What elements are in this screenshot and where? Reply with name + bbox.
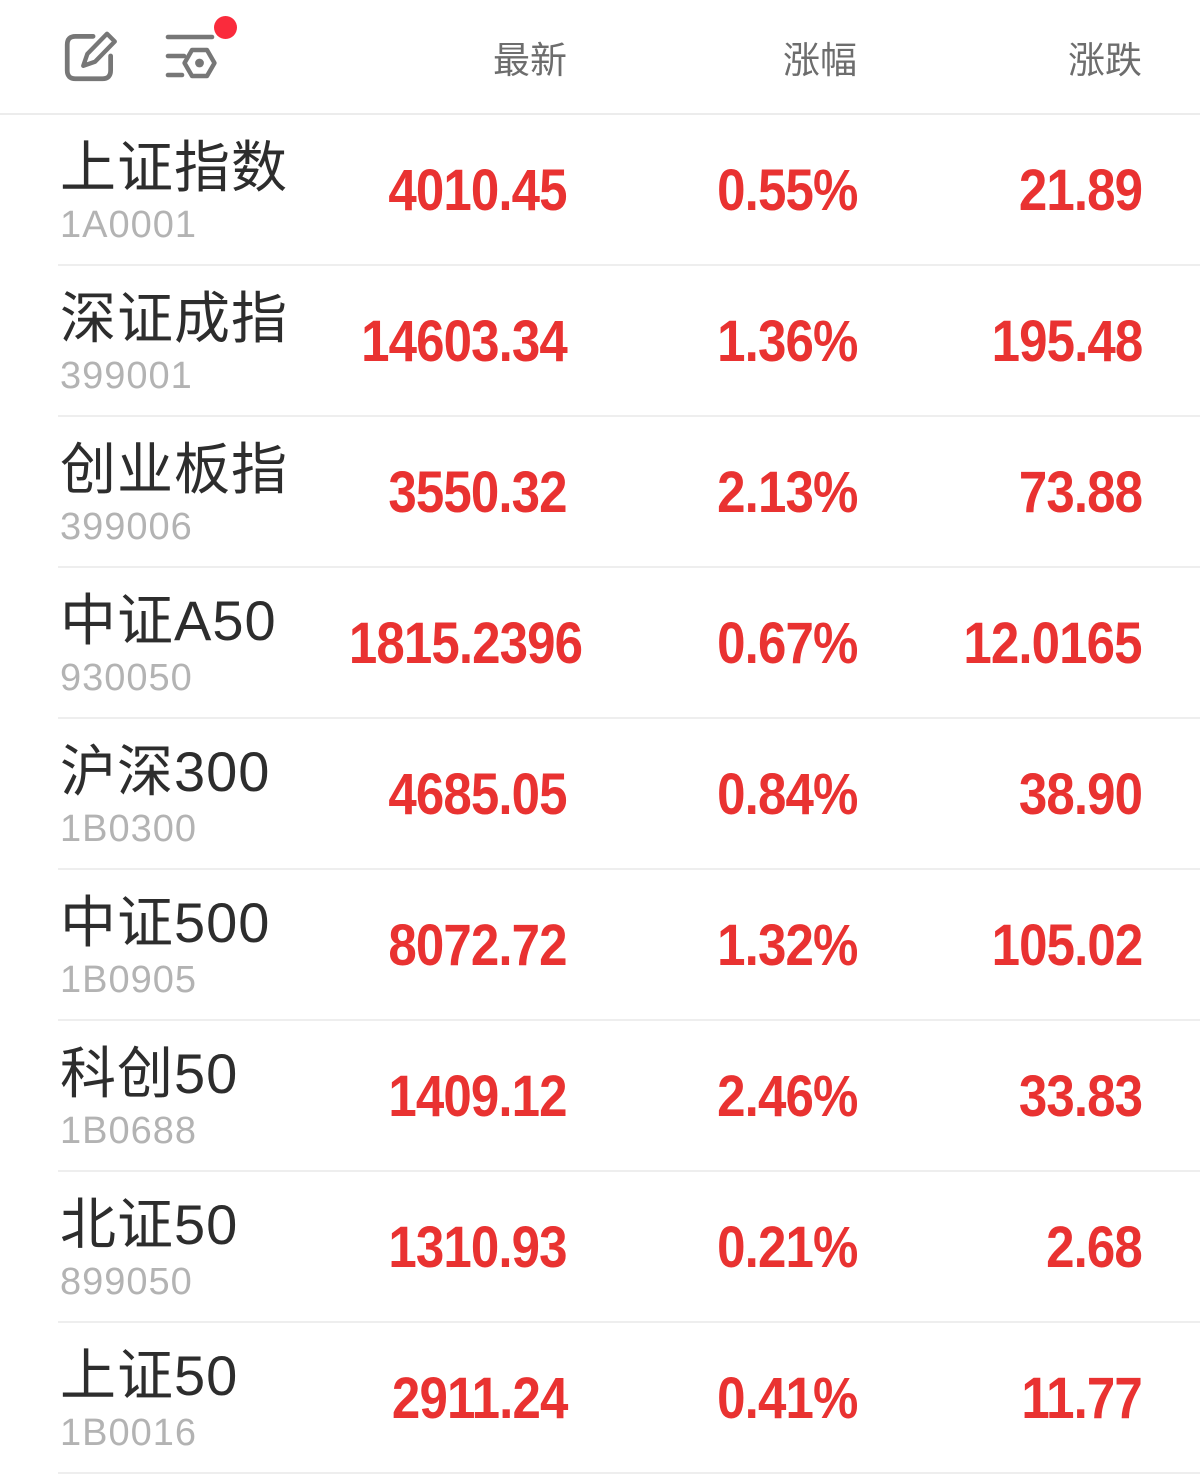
- index-change-amount: 11.77: [1021, 1365, 1142, 1431]
- index-values: 14603.34 1.36% 195.48: [317, 308, 1143, 374]
- index-row[interactable]: 上证指数 1A0001 4010.45 0.55% 21.89: [0, 115, 1200, 266]
- index-change-percent: 0.41%: [716, 1365, 858, 1431]
- index-name: 上证指数: [60, 135, 288, 199]
- index-info: 中证500 1B0905: [60, 892, 317, 1000]
- index-row[interactable]: 科创50 1B0688 1409.12 2.46% 33.83: [0, 1021, 1200, 1172]
- index-row[interactable]: 中证500 1B0905 8072.72 1.32% 105.02: [0, 870, 1200, 1021]
- index-change-amount: 105.02: [991, 912, 1143, 978]
- index-values: 8072.72 1.32% 105.02: [317, 912, 1143, 978]
- index-change-amount: 73.88: [1018, 459, 1143, 525]
- index-values: 3550.32 2.13% 73.88: [317, 459, 1143, 525]
- index-code: 1B0688: [60, 1110, 198, 1153]
- index-last-price: 1815.2396: [348, 610, 583, 676]
- index-name: 科创50: [60, 1041, 239, 1105]
- index-values: 1409.12 2.46% 33.83: [317, 1063, 1143, 1129]
- index-row[interactable]: 北证50 899050 1310.93 0.21% 2.68: [0, 1172, 1200, 1323]
- index-name: 中证500: [60, 890, 271, 954]
- index-last-price: 3550.32: [388, 459, 568, 525]
- index-code: 399006: [60, 506, 193, 549]
- index-values: 1310.93 0.21% 2.68: [317, 1214, 1143, 1280]
- index-info: 北证50 899050: [60, 1194, 317, 1302]
- index-name: 北证50: [60, 1192, 239, 1256]
- index-last-price: 14603.34: [361, 308, 568, 374]
- index-row[interactable]: 中证A50 930050 1815.2396 0.67% 12.0165: [0, 568, 1200, 719]
- index-last-price: 1409.12: [388, 1063, 568, 1129]
- index-info: 科创50 1B0688: [60, 1043, 317, 1151]
- index-info: 上证指数 1A0001: [60, 137, 317, 245]
- notification-badge-dot: [214, 15, 237, 39]
- index-list: 上证指数 1A0001 4010.45 0.55% 21.89 深证成指 399…: [0, 115, 1200, 1474]
- index-info: 沪深300 1B0300: [60, 741, 317, 849]
- index-info: 中证A50 930050: [60, 590, 317, 698]
- index-last-price: 2911.24: [391, 1365, 567, 1431]
- index-change-percent: 1.32%: [716, 912, 858, 978]
- index-values: 4010.45 0.55% 21.89: [317, 157, 1143, 223]
- index-change-amount: 38.90: [1018, 761, 1143, 827]
- header-toolbar: [60, 15, 317, 86]
- index-change-amount: 195.48: [991, 308, 1143, 374]
- index-code: 1B0300: [60, 808, 198, 851]
- edit-compose-icon: [60, 28, 122, 86]
- index-code: 1B0016: [60, 1412, 198, 1455]
- index-values: 1815.2396 0.67% 12.0165: [317, 610, 1143, 676]
- index-row[interactable]: 沪深300 1B0300 4685.05 0.84% 38.90: [0, 719, 1200, 870]
- index-change-percent: 2.13%: [716, 459, 858, 525]
- index-row[interactable]: 上证50 1B0016 2911.24 0.41% 11.77: [0, 1323, 1200, 1474]
- index-last-price: 8072.72: [388, 912, 568, 978]
- index-change-amount: 2.68: [1046, 1214, 1143, 1280]
- index-name: 深证成指: [60, 286, 288, 350]
- column-header-last[interactable]: 最新: [493, 39, 567, 81]
- edit-watchlist-button[interactable]: [60, 28, 122, 86]
- index-name: 沪深300: [60, 739, 271, 803]
- index-change-percent: 2.46%: [716, 1063, 858, 1129]
- index-change-amount: 21.89: [1018, 157, 1143, 223]
- column-headers: 最新 涨幅 涨跌: [317, 30, 1142, 84]
- index-change-percent: 1.36%: [716, 308, 858, 374]
- index-last-price: 1310.93: [388, 1214, 568, 1280]
- column-header-change-percent[interactable]: 涨幅: [783, 39, 857, 81]
- index-name: 中证A50: [60, 588, 277, 652]
- index-change-amount: 12.0165: [963, 610, 1143, 676]
- index-row[interactable]: 深证成指 399001 14603.34 1.36% 195.48: [0, 266, 1200, 417]
- index-code: 899050: [60, 1261, 193, 1304]
- index-last-price: 4010.45: [388, 157, 568, 223]
- index-code: 930050: [60, 657, 193, 700]
- index-change-percent: 0.55%: [716, 157, 858, 223]
- index-info: 创业板指 399006: [60, 439, 317, 547]
- filter-settings-icon: [162, 29, 222, 85]
- index-code: 399001: [60, 355, 193, 398]
- filter-settings-button[interactable]: [162, 15, 237, 85]
- index-change-amount: 33.83: [1018, 1063, 1143, 1129]
- index-code: 1B0905: [60, 959, 198, 1002]
- index-change-percent: 0.21%: [716, 1214, 858, 1280]
- index-values: 4685.05 0.84% 38.90: [317, 761, 1143, 827]
- index-info: 深证成指 399001: [60, 288, 317, 396]
- index-change-percent: 0.84%: [716, 761, 858, 827]
- index-code: 1A0001: [60, 204, 198, 247]
- index-last-price: 4685.05: [388, 761, 568, 827]
- index-change-percent: 0.67%: [716, 610, 858, 676]
- index-info: 上证50 1B0016: [60, 1345, 317, 1453]
- index-name: 上证50: [60, 1343, 239, 1407]
- index-row[interactable]: 创业板指 399006 3550.32 2.13% 73.88: [0, 417, 1200, 568]
- column-header-change[interactable]: 涨跌: [1068, 39, 1142, 81]
- index-name: 创业板指: [60, 437, 288, 501]
- list-header: 最新 涨幅 涨跌: [0, 0, 1200, 115]
- index-values: 2911.24 0.41% 11.77: [317, 1365, 1142, 1431]
